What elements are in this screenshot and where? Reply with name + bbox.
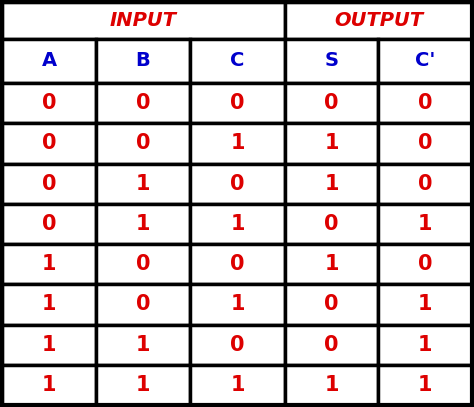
Text: B: B [136,52,150,70]
Text: 0: 0 [324,294,339,314]
Text: 1: 1 [230,375,245,395]
Bar [378,204,472,244]
Text: 1: 1 [136,375,150,395]
Text: 0: 0 [42,174,56,194]
Bar [285,164,378,204]
Bar [285,284,378,324]
Bar [2,324,96,365]
Text: 0: 0 [418,133,432,153]
Text: 1: 1 [136,335,150,354]
Text: 0: 0 [42,133,56,153]
Bar [96,284,190,324]
Text: INPUT: INPUT [110,11,177,30]
Text: 0: 0 [230,335,245,354]
Text: 1: 1 [418,375,432,395]
Text: 0: 0 [418,93,432,113]
Text: 1: 1 [42,294,56,314]
Bar [96,83,190,123]
Bar [96,365,190,405]
Bar [378,83,472,123]
Bar [378,284,472,324]
Bar [190,324,285,365]
Bar [2,39,96,83]
Text: 1: 1 [230,294,245,314]
Bar [2,164,96,204]
Bar [378,39,472,83]
Text: 0: 0 [418,174,432,194]
Text: 1: 1 [42,375,56,395]
Text: 0: 0 [136,254,150,274]
Bar [285,2,472,39]
Bar [285,204,378,244]
Bar [2,365,96,405]
Bar [190,83,285,123]
Bar [96,244,190,284]
Bar [2,204,96,244]
Bar [96,204,190,244]
Bar [190,123,285,164]
Bar [190,204,285,244]
Text: 1: 1 [136,214,150,234]
Text: 1: 1 [324,254,339,274]
Bar [96,123,190,164]
Text: 1: 1 [324,133,339,153]
Bar [190,284,285,324]
Text: 0: 0 [230,254,245,274]
Bar [285,244,378,284]
Text: 0: 0 [230,174,245,194]
Bar [190,164,285,204]
Text: OUTPUT: OUTPUT [334,11,423,30]
Text: 1: 1 [42,335,56,354]
Bar [2,284,96,324]
Text: 0: 0 [136,294,150,314]
Bar [285,83,378,123]
Text: 0: 0 [136,93,150,113]
Bar [378,123,472,164]
Bar [96,164,190,204]
Text: 1: 1 [418,294,432,314]
Text: 1: 1 [324,174,339,194]
Text: 1: 1 [418,214,432,234]
Bar [285,365,378,405]
Text: 0: 0 [136,133,150,153]
Text: 1: 1 [324,375,339,395]
Text: 0: 0 [324,93,339,113]
Text: S: S [325,52,338,70]
Text: A: A [41,52,56,70]
Bar [96,324,190,365]
Bar [2,123,96,164]
Bar [2,83,96,123]
Text: 0: 0 [324,214,339,234]
Text: 0: 0 [418,254,432,274]
Text: 0: 0 [230,93,245,113]
Bar [285,123,378,164]
Text: 1: 1 [230,133,245,153]
Text: 0: 0 [324,335,339,354]
Bar [378,324,472,365]
Bar [96,39,190,83]
Bar [378,164,472,204]
Text: 1: 1 [418,335,432,354]
Bar [190,365,285,405]
Text: 1: 1 [230,214,245,234]
Bar [2,2,285,39]
Text: 1: 1 [136,174,150,194]
Text: 0: 0 [42,93,56,113]
Text: 1: 1 [42,254,56,274]
Text: C': C' [415,52,435,70]
Bar [285,324,378,365]
Text: C: C [230,52,245,70]
Bar [378,244,472,284]
Bar [190,39,285,83]
Bar [190,244,285,284]
Bar [2,244,96,284]
Bar [378,365,472,405]
Bar [285,39,378,83]
Text: 0: 0 [42,214,56,234]
